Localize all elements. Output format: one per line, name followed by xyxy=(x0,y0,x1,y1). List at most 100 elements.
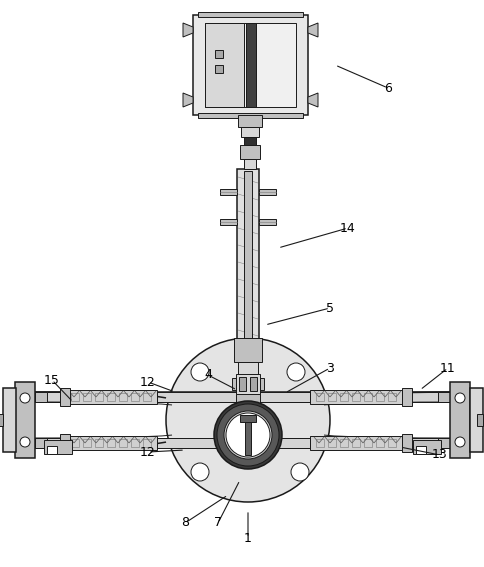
Bar xyxy=(241,127,258,137)
Bar xyxy=(220,219,237,225)
Bar xyxy=(107,393,115,401)
Text: 12: 12 xyxy=(140,446,155,459)
Bar xyxy=(214,65,223,73)
Bar xyxy=(243,159,256,169)
Bar xyxy=(327,393,335,401)
Polygon shape xyxy=(307,93,318,107)
Polygon shape xyxy=(182,93,193,107)
Bar xyxy=(309,436,401,450)
Circle shape xyxy=(213,401,281,469)
Bar xyxy=(44,440,72,454)
Text: 6: 6 xyxy=(383,82,391,95)
Bar xyxy=(309,390,401,404)
Bar xyxy=(339,439,348,447)
Bar xyxy=(401,434,411,452)
Text: 4: 4 xyxy=(204,369,212,382)
Bar xyxy=(401,388,411,406)
Text: 8: 8 xyxy=(181,517,189,530)
Text: 13: 13 xyxy=(431,448,447,462)
Bar xyxy=(351,439,359,447)
Bar xyxy=(237,169,258,358)
Bar xyxy=(143,393,151,401)
Circle shape xyxy=(454,393,464,403)
Bar xyxy=(259,378,263,390)
Bar xyxy=(65,392,157,402)
Circle shape xyxy=(287,363,304,381)
Bar xyxy=(375,393,383,401)
Polygon shape xyxy=(182,23,193,37)
Bar xyxy=(239,377,245,391)
Bar xyxy=(238,362,257,374)
Circle shape xyxy=(191,463,209,481)
Bar xyxy=(65,436,157,450)
Circle shape xyxy=(20,393,30,403)
Bar xyxy=(119,439,127,447)
Circle shape xyxy=(20,437,30,447)
Bar xyxy=(415,446,425,454)
Bar xyxy=(119,393,127,401)
Bar xyxy=(236,374,259,394)
Bar xyxy=(243,171,252,356)
Bar xyxy=(71,439,79,447)
Bar xyxy=(95,393,103,401)
Bar xyxy=(243,137,256,145)
Bar xyxy=(35,392,47,402)
Text: 14: 14 xyxy=(339,222,355,235)
Bar xyxy=(363,439,371,447)
Bar xyxy=(205,23,295,107)
Bar xyxy=(258,219,275,225)
Bar xyxy=(309,438,401,448)
Bar xyxy=(316,439,323,447)
Circle shape xyxy=(216,404,278,466)
Bar xyxy=(245,23,256,107)
Bar xyxy=(231,378,236,390)
Bar xyxy=(65,390,157,404)
Bar xyxy=(35,438,47,448)
Circle shape xyxy=(226,413,270,457)
Text: 11: 11 xyxy=(439,362,455,374)
Bar xyxy=(83,393,91,401)
Bar xyxy=(15,382,35,458)
Polygon shape xyxy=(307,23,318,37)
Bar xyxy=(131,439,139,447)
Bar xyxy=(316,393,323,401)
Bar xyxy=(244,415,251,455)
Bar xyxy=(47,446,57,454)
Bar xyxy=(240,145,259,159)
Bar xyxy=(476,414,482,426)
Text: 12: 12 xyxy=(140,375,155,388)
Bar xyxy=(71,393,79,401)
Bar xyxy=(83,439,91,447)
Polygon shape xyxy=(32,438,461,448)
Text: 15: 15 xyxy=(44,374,60,387)
Bar xyxy=(238,115,261,127)
Circle shape xyxy=(290,463,308,481)
Bar xyxy=(469,388,482,452)
Circle shape xyxy=(224,411,272,459)
Bar xyxy=(107,439,115,447)
Bar xyxy=(412,440,440,454)
Circle shape xyxy=(166,338,329,502)
Bar xyxy=(236,394,259,412)
Circle shape xyxy=(191,363,209,381)
Bar xyxy=(95,439,103,447)
Bar xyxy=(65,438,157,448)
Text: 3: 3 xyxy=(325,362,333,374)
Bar xyxy=(197,12,302,17)
Bar xyxy=(249,377,257,391)
Bar xyxy=(449,382,469,458)
Bar xyxy=(60,434,70,452)
Bar xyxy=(233,338,261,362)
Bar xyxy=(214,50,223,58)
Circle shape xyxy=(454,437,464,447)
Bar xyxy=(387,393,395,401)
Bar xyxy=(197,113,302,118)
Bar xyxy=(437,392,449,402)
Bar xyxy=(220,189,237,195)
Bar xyxy=(0,414,3,426)
Bar xyxy=(131,393,139,401)
Bar xyxy=(240,415,256,422)
Bar xyxy=(205,23,243,107)
Text: 5: 5 xyxy=(325,302,333,315)
Bar xyxy=(363,393,371,401)
